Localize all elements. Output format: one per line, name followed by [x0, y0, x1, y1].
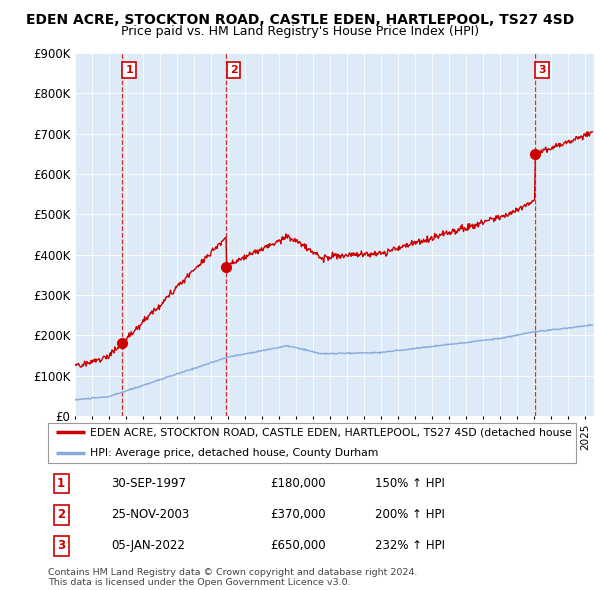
Text: EDEN ACRE, STOCKTON ROAD, CASTLE EDEN, HARTLEPOOL, TS27 4SD: EDEN ACRE, STOCKTON ROAD, CASTLE EDEN, H… — [26, 13, 574, 27]
FancyBboxPatch shape — [48, 423, 576, 463]
Text: 2: 2 — [57, 508, 65, 522]
Text: This data is licensed under the Open Government Licence v3.0.: This data is licensed under the Open Gov… — [48, 578, 350, 587]
Text: 1: 1 — [125, 65, 133, 75]
Text: Price paid vs. HM Land Registry's House Price Index (HPI): Price paid vs. HM Land Registry's House … — [121, 25, 479, 38]
Text: HPI: Average price, detached house, County Durham: HPI: Average price, detached house, Coun… — [90, 448, 379, 458]
Text: 1: 1 — [57, 477, 65, 490]
Text: 150% ↑ HPI: 150% ↑ HPI — [376, 477, 445, 490]
Text: Contains HM Land Registry data © Crown copyright and database right 2024.: Contains HM Land Registry data © Crown c… — [48, 568, 418, 576]
Text: EDEN ACRE, STOCKTON ROAD, CASTLE EDEN, HARTLEPOOL, TS27 4SD (detached house: EDEN ACRE, STOCKTON ROAD, CASTLE EDEN, H… — [90, 427, 572, 437]
Text: £370,000: £370,000 — [270, 508, 325, 522]
Text: 30-SEP-1997: 30-SEP-1997 — [112, 477, 187, 490]
Text: 25-NOV-2003: 25-NOV-2003 — [112, 508, 190, 522]
Text: £180,000: £180,000 — [270, 477, 325, 490]
Text: 2: 2 — [230, 65, 238, 75]
Text: £650,000: £650,000 — [270, 539, 325, 552]
Text: 05-JAN-2022: 05-JAN-2022 — [112, 539, 185, 552]
Text: 232% ↑ HPI: 232% ↑ HPI — [376, 539, 445, 552]
Text: 3: 3 — [57, 539, 65, 552]
Text: 200% ↑ HPI: 200% ↑ HPI — [376, 508, 445, 522]
Text: 3: 3 — [538, 65, 546, 75]
